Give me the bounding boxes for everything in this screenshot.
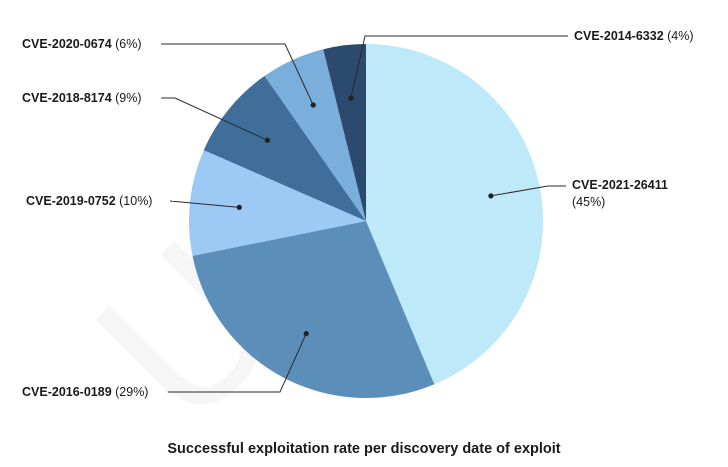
slice-labels: CVE-2021-26411 (45%) CVE-2016-0189 (29%) CV…: [22, 29, 694, 399]
slice-label: CVE-2020-0674 (6%): [22, 37, 142, 51]
pie-slice-cve-2014-6332: [323, 44, 366, 221]
pie-slice-cve-2018-8174: [203, 75, 366, 221]
slice-label: CVE-2016-0189 (29%): [22, 385, 148, 399]
slice-label: CVE-2014-6332 (4%): [574, 29, 694, 43]
slice-label: CVE-2019-0752 (10%): [26, 194, 152, 208]
leader-line: [167, 333, 307, 393]
slice-label: CVE-2021-26411 (45%): [572, 178, 668, 209]
pie-slice-cve-2016-0189: [192, 221, 435, 399]
leader-line: [169, 200, 240, 208]
leader-line: [490, 185, 566, 197]
leader-line: [161, 43, 314, 106]
slice-label: CVE-2018-8174 (9%): [22, 91, 142, 105]
pie-slice-cve-2019-0752: [189, 150, 366, 256]
chart-title: Successful exploitation rate per discove…: [167, 441, 561, 457]
leader-line: [161, 97, 268, 141]
pie-slice-cve-2021-26411: [366, 44, 544, 385]
leader-line: [350, 35, 568, 99]
leader-lines: [161, 35, 568, 393]
pie-slices: [189, 44, 544, 399]
pie-slice-cve-2020-0674: [264, 49, 366, 221]
